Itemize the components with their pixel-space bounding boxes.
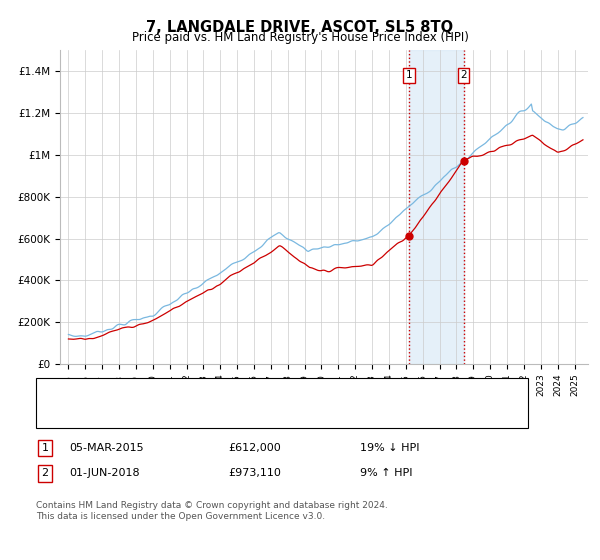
- Text: 01-JUN-2018: 01-JUN-2018: [69, 468, 140, 478]
- Text: Contains HM Land Registry data © Crown copyright and database right 2024.
This d: Contains HM Land Registry data © Crown c…: [36, 501, 388, 521]
- Text: 1: 1: [41, 443, 49, 453]
- Text: 9% ↑ HPI: 9% ↑ HPI: [360, 468, 413, 478]
- Text: Price paid vs. HM Land Registry's House Price Index (HPI): Price paid vs. HM Land Registry's House …: [131, 31, 469, 44]
- Text: ─────: ─────: [42, 381, 79, 394]
- Text: HPI: Average price, detached house, Windsor and Maidenhead: HPI: Average price, detached house, Wind…: [75, 404, 400, 414]
- Text: 7, LANGDALE DRIVE, ASCOT, SL5 8TQ: 7, LANGDALE DRIVE, ASCOT, SL5 8TQ: [146, 20, 454, 35]
- Text: 1: 1: [406, 71, 413, 81]
- Text: 2: 2: [41, 468, 49, 478]
- Text: 7, LANGDALE DRIVE, ASCOT, SL5 8TQ (detached house): 7, LANGDALE DRIVE, ASCOT, SL5 8TQ (detac…: [75, 382, 367, 393]
- Text: 19% ↓ HPI: 19% ↓ HPI: [360, 443, 419, 453]
- Text: ─────: ─────: [42, 402, 79, 416]
- Text: 05-MAR-2015: 05-MAR-2015: [69, 443, 143, 453]
- Text: £612,000: £612,000: [228, 443, 281, 453]
- Text: 2: 2: [460, 71, 467, 81]
- Text: £973,110: £973,110: [228, 468, 281, 478]
- Bar: [409, 50, 464, 364]
